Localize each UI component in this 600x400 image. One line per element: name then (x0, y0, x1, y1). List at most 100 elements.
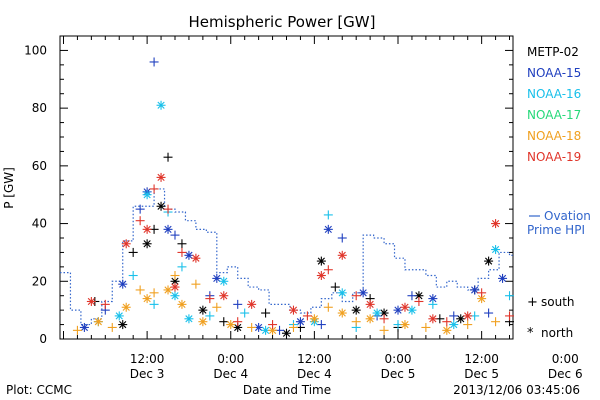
data-point (142, 239, 152, 249)
data-point (142, 190, 152, 200)
marker-layer (72, 57, 515, 338)
data-point (226, 320, 236, 330)
data-point (261, 325, 271, 335)
ovation-legend-label-2: Prime HPI (527, 223, 585, 237)
data-point (205, 294, 215, 304)
data-point (170, 291, 180, 301)
data-point (163, 152, 173, 162)
data-point (219, 276, 229, 286)
data-point (156, 100, 166, 110)
data-point (177, 239, 187, 249)
ovation-legend: Ovation Prime HPI (527, 209, 591, 237)
data-point (484, 308, 494, 318)
data-point (323, 265, 333, 275)
data-point (198, 305, 208, 315)
legend-entry: NOAA-18 (527, 129, 581, 143)
data-point (128, 271, 138, 281)
x-tick-time-label: 0:00 (385, 352, 412, 366)
data-point (254, 322, 264, 332)
x-tick-time-label: 0:00 (217, 352, 244, 366)
y-tick-label: 100 (24, 43, 47, 57)
data-point (118, 320, 128, 330)
data-point (247, 299, 257, 309)
data-point (351, 305, 361, 315)
data-point (470, 285, 480, 295)
data-point (400, 320, 410, 330)
data-point (219, 317, 229, 327)
data-point (142, 224, 152, 234)
data-point (233, 299, 243, 309)
marker-key-symbol: * (527, 326, 534, 341)
data-point (407, 305, 417, 315)
data-point (428, 299, 438, 309)
data-point (484, 256, 494, 266)
chart-title: Hemispheric Power [GW] (189, 13, 376, 31)
x-tick-time-label: 12:00 (130, 352, 165, 366)
data-point (442, 325, 452, 335)
data-point (393, 305, 403, 315)
data-point (212, 273, 222, 283)
footer-right: 2013/12/06 03:45:06 (453, 383, 580, 397)
data-point (233, 317, 243, 327)
data-point (379, 314, 389, 324)
data-point (170, 282, 180, 292)
data-point (323, 210, 333, 220)
data-point (309, 314, 319, 324)
data-point (121, 302, 131, 312)
legend-entry: NOAA-19 (527, 150, 581, 164)
data-point (198, 317, 208, 327)
legend-entry: NOAA-17 (527, 108, 581, 122)
data-point (323, 224, 333, 234)
data-point (170, 230, 180, 240)
data-point (79, 322, 89, 332)
x-tick-time-label: 0:00 (552, 352, 579, 366)
data-point (337, 288, 347, 298)
data-point (337, 308, 347, 318)
data-point (191, 279, 201, 289)
data-point (184, 314, 194, 324)
data-point (456, 314, 466, 324)
data-point (205, 311, 215, 321)
y-tick-label: 80 (32, 101, 47, 115)
data-point (156, 172, 166, 182)
data-point (135, 204, 145, 214)
data-point (121, 239, 131, 249)
data-point (149, 288, 159, 298)
ovation-legend-label: Ovation (544, 209, 591, 223)
x-tick-date-label: Dec 5 (381, 367, 416, 381)
x-tick-date-label: Dec 6 (548, 367, 583, 381)
data-point (407, 291, 417, 301)
data-point (463, 320, 473, 330)
data-point (149, 299, 159, 309)
data-point (337, 250, 347, 260)
data-point (163, 224, 173, 234)
data-point (100, 299, 110, 309)
legend-entry: NOAA-15 (527, 66, 581, 80)
data-point (442, 317, 452, 327)
data-point (191, 253, 201, 263)
data-point (247, 322, 257, 332)
data-point (142, 294, 152, 304)
y-tick-label: 40 (32, 217, 47, 231)
data-point (128, 247, 138, 257)
x-tick-date-label: Dec 3 (130, 367, 165, 381)
data-point (268, 320, 278, 330)
data-point (114, 311, 124, 321)
data-point (261, 308, 271, 318)
data-point (414, 296, 424, 306)
data-point (316, 320, 326, 330)
data-point (428, 314, 438, 324)
data-point (177, 299, 187, 309)
footer-left: Plot: CCMC (6, 383, 72, 397)
data-point (177, 247, 187, 257)
y-tick-label: 60 (32, 159, 47, 173)
y-axis-label: P [GW] (2, 167, 16, 209)
data-point (337, 233, 347, 243)
data-point (282, 328, 291, 338)
data-point (505, 311, 515, 321)
data-point (149, 57, 159, 67)
data-point (86, 296, 96, 306)
data-point (365, 299, 375, 309)
legend-entry: NOAA-16 (527, 87, 581, 101)
